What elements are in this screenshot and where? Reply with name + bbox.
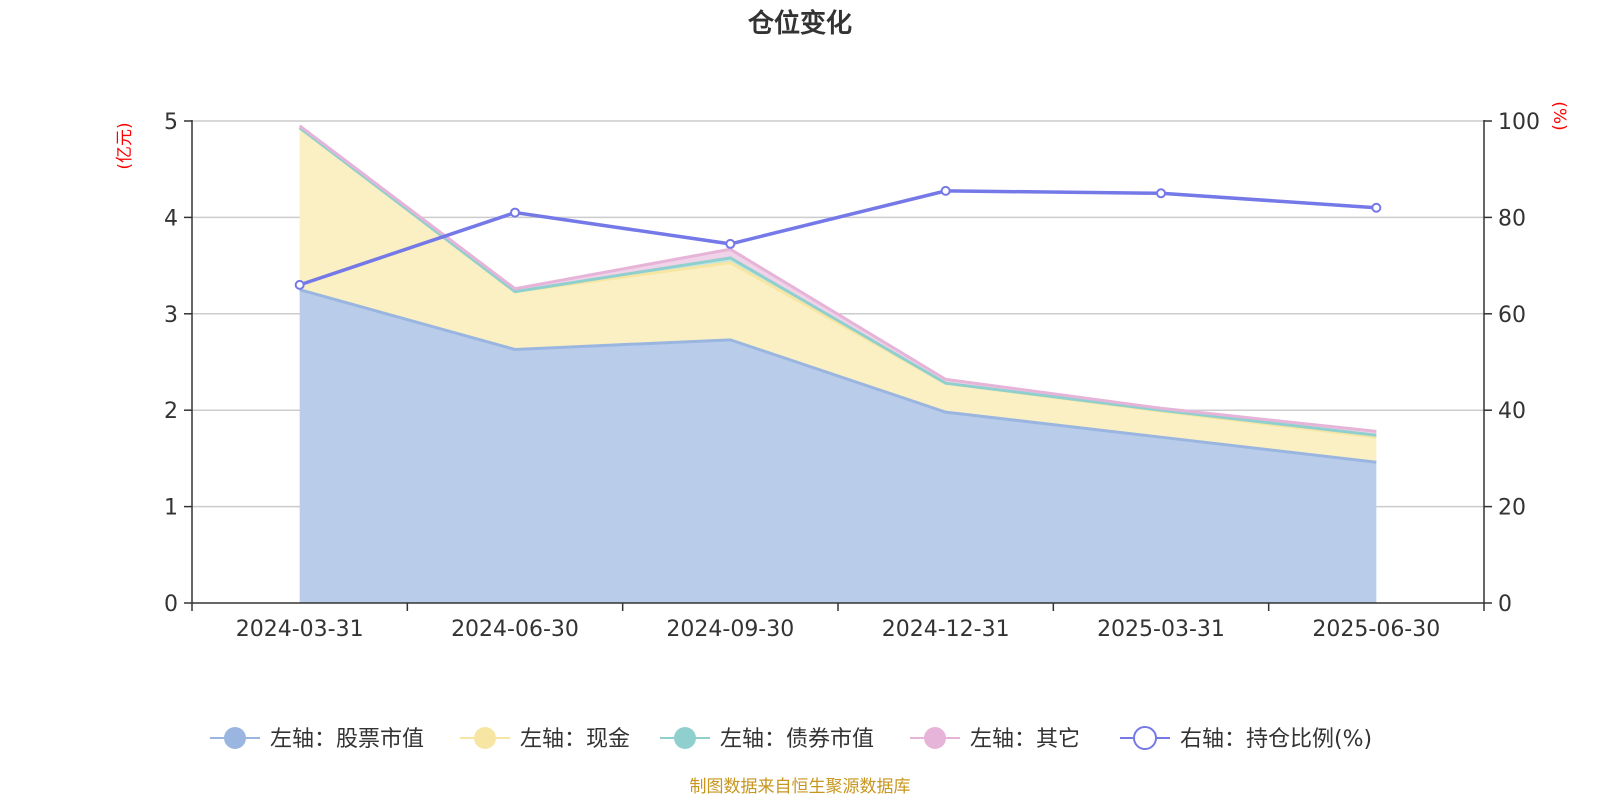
area-左轴：股票市值 xyxy=(299,289,1377,603)
legend: 左轴：股票市值 左轴：现金 左轴：债券市值 左轴：其它 右轴：持仓比例(%) xyxy=(210,726,1372,752)
ratio-point xyxy=(294,279,305,290)
ratio-line xyxy=(299,189,1377,287)
area-line-左轴：债券市值 xyxy=(298,126,1377,437)
ratio-point xyxy=(725,238,736,249)
legend-label: 右轴：持仓比例(%) xyxy=(1180,727,1372,752)
legend-item: 左轴：其它 xyxy=(910,727,1080,752)
right-tick-label: 80 xyxy=(1498,206,1526,231)
x-tick-label: 2024-06-30 xyxy=(451,617,579,642)
left-axis-unit: (亿元) xyxy=(115,122,135,169)
legend-label: 左轴：股票市值 xyxy=(270,727,424,752)
legend-item: 右轴：持仓比例(%) xyxy=(1120,726,1372,752)
legend-item: 左轴：债券市值 xyxy=(660,727,874,752)
x-tick-label: 2024-09-30 xyxy=(666,617,794,642)
legend-label: 左轴：债券市值 xyxy=(720,727,874,752)
legend-item: 左轴：现金 xyxy=(460,727,630,752)
right-tick-label: 20 xyxy=(1498,496,1526,521)
chart-title: 仓位变化 xyxy=(747,8,852,39)
x-tick-label: 2024-03-31 xyxy=(236,617,364,642)
ratio-point xyxy=(1371,202,1382,213)
ratio-point xyxy=(940,185,951,196)
stacked-areas xyxy=(298,124,1377,603)
right-axis-unit: (%) xyxy=(1549,101,1569,130)
data-source: 制图数据来自恒生聚源数据库 xyxy=(690,777,911,797)
x-tick-label: 2025-03-31 xyxy=(1097,617,1225,642)
x-tick-label: 2025-06-30 xyxy=(1312,617,1440,642)
area-line-左轴：其它 xyxy=(298,124,1377,433)
legend-item: 左轴：股票市值 xyxy=(210,727,424,752)
left-tick-label: 5 xyxy=(164,110,178,135)
legend-label: 左轴：其它 xyxy=(970,727,1080,752)
left-tick-label: 1 xyxy=(164,496,178,521)
legend-swatch-marker xyxy=(1133,726,1157,750)
left-tick-label: 0 xyxy=(164,592,178,617)
right-tick-label: 60 xyxy=(1498,303,1526,328)
right-tick-label: 100 xyxy=(1498,110,1540,135)
ratio-point xyxy=(1156,188,1166,199)
ratio-line-group xyxy=(294,185,1382,290)
legend-swatch-marker xyxy=(474,727,496,749)
left-tick-label: 2 xyxy=(164,399,178,424)
left-tick-label: 3 xyxy=(164,303,178,328)
area-左轴：现金 xyxy=(299,127,1377,463)
ratio-point xyxy=(510,207,520,218)
right-tick-label: 40 xyxy=(1498,399,1526,424)
axes: 0 1 2 3 4 5 0 20 40 60 80 100 2024-03-31 2024-06-30 20… xyxy=(164,110,1540,642)
area-line-左轴：股票市值 xyxy=(299,288,1377,464)
left-tick-label: 4 xyxy=(164,206,178,231)
legend-swatch-marker xyxy=(224,727,246,749)
legend-swatch-marker xyxy=(924,727,946,749)
right-tick-label: 0 xyxy=(1498,592,1512,617)
legend-label: 左轴：现金 xyxy=(520,727,630,752)
x-tick-label: 2024-12-31 xyxy=(882,617,1010,642)
legend-swatch-marker xyxy=(674,727,696,749)
